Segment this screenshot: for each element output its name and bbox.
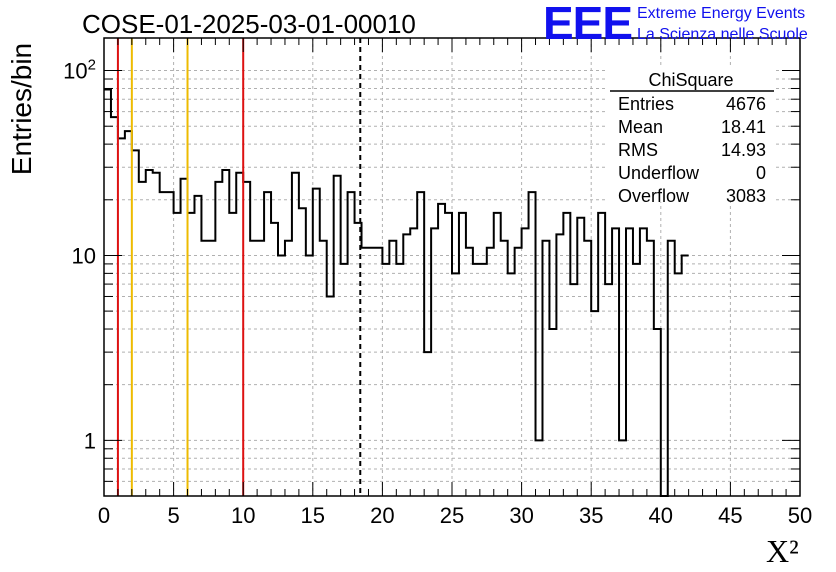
eee-logo: EEE	[543, 0, 633, 49]
x-tick-label: 45	[718, 503, 742, 528]
x-tick-label: 5	[167, 503, 179, 528]
stats-row-value: 0	[756, 163, 766, 183]
logo-caption-line1: Extreme Energy Events	[637, 5, 806, 22]
logo-caption: Extreme Energy Events La Scienza nelle S…	[637, 3, 808, 45]
stats-row-value: 3083	[726, 186, 766, 206]
y-tick-label: 102	[63, 57, 96, 84]
stats-row-label: Overflow	[618, 186, 690, 206]
x-tick-label: 25	[440, 503, 464, 528]
x-axis-label: X²	[766, 533, 799, 569]
stats-row-value: 18.41	[721, 117, 766, 137]
stats-row-value: 4676	[726, 94, 766, 114]
stats-row-label: Entries	[618, 94, 674, 114]
y-axis-label: Entries/bin	[6, 42, 37, 176]
x-tick-label: 35	[579, 503, 603, 528]
x-tick-label: 50	[788, 503, 812, 528]
x-tick-label: 15	[301, 503, 325, 528]
x-tick-label: 40	[649, 503, 673, 528]
stats-row-label: Underflow	[618, 163, 700, 183]
x-tick-label: 10	[231, 503, 255, 528]
y-tick-label: 10	[72, 243, 96, 268]
x-tick-label: 30	[509, 503, 533, 528]
stats-box	[608, 66, 774, 202]
run-title: COSE-01-2025-03-01-00010	[82, 9, 416, 39]
logo-caption-line2: La Scienza nelle Scuole	[637, 26, 808, 43]
x-tick-label: 20	[370, 503, 394, 528]
stats-row-label: Mean	[618, 117, 663, 137]
stats-box-title: ChiSquare	[648, 70, 733, 90]
x-tick-label: 0	[98, 503, 110, 528]
stats-row-label: RMS	[618, 140, 658, 160]
y-tick-label: 1	[84, 428, 96, 453]
histogram-line	[104, 88, 689, 497]
stats-row-value: 14.93	[721, 140, 766, 160]
